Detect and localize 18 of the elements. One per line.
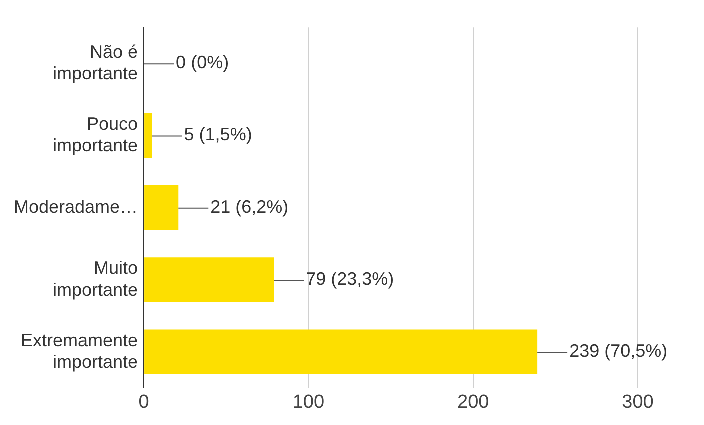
x-tick-label: 100 <box>292 392 325 413</box>
data-label: 21 (6,2%) <box>210 196 289 217</box>
bar <box>144 258 274 302</box>
bar <box>144 186 179 230</box>
bar <box>144 113 152 158</box>
y-tick-label: Extremamente importante <box>21 330 138 372</box>
data-label: 79 (23,3%) <box>306 268 394 289</box>
data-label: 5 (1,5%) <box>184 124 252 145</box>
x-tick-label: 0 <box>138 392 150 413</box>
x-tick-label: 200 <box>458 392 490 413</box>
x-tick-label: 300 <box>622 392 654 413</box>
bar <box>144 330 538 374</box>
data-label: 239 (70,5%) <box>570 341 668 362</box>
y-tick-label: Não é importante <box>53 42 138 84</box>
data-label: 0 (0%) <box>176 52 230 73</box>
y-tick-label: Moderadame… <box>14 196 138 217</box>
y-tick-label: Pouco importante <box>53 114 138 156</box>
y-tick-label: Muito importante <box>53 258 138 300</box>
